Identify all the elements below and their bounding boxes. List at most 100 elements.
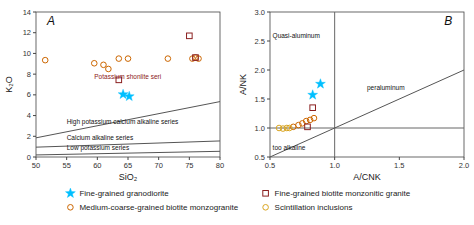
x-tick-label: 2.0 — [459, 161, 469, 170]
plot-frame — [270, 12, 464, 157]
x-tick — [399, 157, 400, 160]
plot-area — [36, 33, 220, 155]
y-tick — [33, 32, 36, 33]
scatter-point — [101, 62, 107, 68]
scatter-point — [118, 89, 128, 98]
plot-area — [270, 12, 464, 157]
x-tick — [158, 157, 159, 160]
y-tick — [267, 128, 270, 129]
y-tick — [33, 157, 36, 158]
x-tick-label: 55 — [62, 161, 70, 170]
legend-marker — [263, 191, 269, 197]
legend-marker — [263, 205, 269, 211]
annotation: peraluminum — [367, 84, 405, 92]
x-axis-label: SiO₂ — [119, 172, 138, 182]
y-tick — [267, 70, 270, 71]
y-tick-label: 6 — [27, 90, 31, 99]
annotation: Calcium alkaline series — [67, 134, 134, 141]
y-tick — [267, 12, 270, 13]
y-tick-label: 4 — [27, 111, 31, 120]
panel: 0.5 1.0 1.5 2.0 0.5 1.0 1.5 2.0 2.5 3.0 A/CNK A/NK Q… — [238, 8, 469, 182]
y-tick-label: 1.5 — [255, 95, 265, 104]
y-axis-label: K₂O — [4, 76, 14, 93]
x-tick — [464, 157, 465, 160]
y-tick-label: 8 — [27, 70, 31, 79]
annotation: High potassium calcium alkaline series — [67, 118, 179, 126]
scatter-point — [91, 60, 97, 66]
legend-label: Fine-grained biotite monzonitic granite — [275, 189, 411, 198]
x-tick — [189, 157, 190, 160]
legend-marker — [68, 205, 74, 211]
x-tick-label: 0.5 — [265, 161, 275, 170]
scatter-point — [305, 124, 311, 130]
y-tick — [33, 74, 36, 75]
annotation: Quasi-aluminum — [273, 32, 320, 40]
scatter-point — [116, 56, 122, 62]
scatter-point — [287, 125, 293, 131]
panel-label: B — [444, 14, 452, 28]
panel-label: A — [46, 14, 55, 28]
y-tick-label: 0 — [27, 153, 31, 162]
scatter-point — [106, 66, 112, 72]
legend-column: Fine-grained biotite monzonitic granite S… — [263, 189, 411, 212]
boundary-line — [36, 102, 220, 138]
legend-label: Scintillation inclusions — [275, 203, 353, 212]
y-tick — [33, 53, 36, 54]
y-axis-label: A/NK — [238, 74, 248, 95]
x-tick-label: 65 — [124, 161, 132, 170]
y-tick-label: 3.0 — [255, 8, 265, 17]
x-tick-label: 75 — [185, 161, 193, 170]
plot-frame — [36, 12, 220, 157]
x-tick-label: 80 — [216, 161, 224, 170]
y-tick-label: 2 — [27, 132, 31, 141]
y-tick-label: 2.5 — [255, 37, 265, 46]
scatter-point — [42, 57, 48, 63]
y-tick — [267, 41, 270, 42]
y-tick-label: 1.0 — [255, 124, 265, 133]
y-tick-label: 12 — [23, 28, 31, 37]
x-tick-label: 50 — [32, 161, 40, 170]
chart-root: 50 55 60 65 70 75 80 0 2 4 6 8 10 12 14 SiO₂ K₂O High pot… — [0, 0, 474, 225]
scatter-point — [315, 79, 325, 88]
scatter-point — [187, 33, 193, 39]
x-tick-label: 60 — [93, 161, 101, 170]
legend-column: Fine-grained granodiorite Medium-coarse-g… — [65, 188, 238, 212]
scatter-point — [308, 90, 318, 99]
y-tick-label: 14 — [23, 8, 31, 17]
x-tick-label: 1.0 — [329, 161, 339, 170]
scatter-point — [193, 55, 199, 61]
annotation: too alkaline — [273, 144, 306, 151]
legend: Fine-grained granodiorite Medium-coarse-g… — [65, 188, 410, 212]
scatter-point — [125, 56, 131, 62]
panel: 50 55 60 65 70 75 80 0 2 4 6 8 10 12 14 SiO₂ K₂O High pot… — [4, 8, 224, 182]
scatter-point — [124, 91, 134, 100]
x-tick — [220, 157, 221, 160]
y-tick — [33, 115, 36, 116]
annotation: Potassium shonlite seri — [94, 73, 161, 80]
reference-line — [334, 12, 335, 157]
x-tick-label: 1.5 — [394, 161, 404, 170]
y-tick — [33, 136, 36, 137]
legend-label: Fine-grained granodiorite — [79, 189, 169, 198]
y-tick — [267, 157, 270, 158]
scatter-point — [310, 105, 316, 111]
y-tick-label: 10 — [23, 49, 31, 58]
legend-label: Medium-coarse-grained biotite monzograni… — [79, 203, 238, 212]
x-tick — [97, 157, 98, 160]
y-tick-label: 2.0 — [255, 66, 265, 75]
y-tick — [33, 94, 36, 95]
scatter-point — [311, 115, 317, 121]
legend-marker — [65, 188, 75, 197]
y-tick-label: 0.5 — [255, 153, 265, 162]
y-tick — [33, 12, 36, 13]
x-axis-label: A/CNK — [353, 172, 381, 182]
x-tick — [334, 157, 335, 160]
x-tick-label: 70 — [154, 161, 162, 170]
boundary-line — [36, 151, 220, 155]
y-tick — [267, 99, 270, 100]
x-tick — [128, 157, 129, 160]
x-tick — [66, 157, 67, 160]
boundary-line — [270, 70, 464, 157]
scatter-point — [165, 56, 171, 62]
annotation: Low potassium series — [67, 144, 130, 152]
